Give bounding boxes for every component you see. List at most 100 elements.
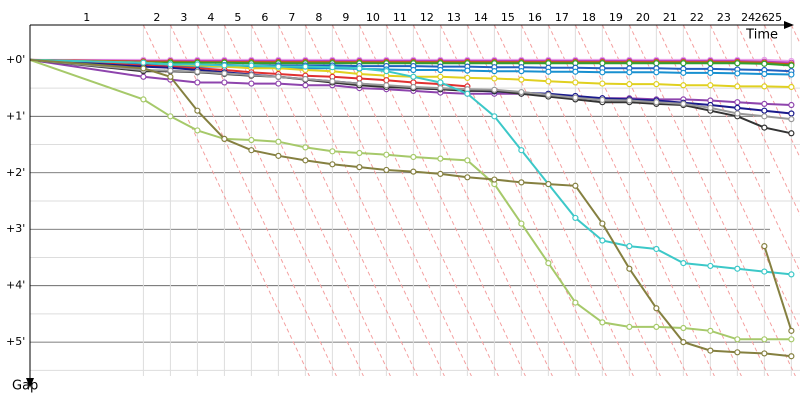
data-point [572, 79, 579, 86]
data-point [221, 79, 228, 86]
series-line [30, 58, 792, 64]
data-point [572, 94, 579, 101]
reference-diagonal [142, 25, 310, 376]
reference-diagonal [520, 25, 688, 376]
data-point [599, 220, 606, 227]
data-point [491, 113, 498, 120]
data-point [680, 69, 687, 76]
y-axis-title: Gap [12, 379, 38, 394]
reference-diagonal [709, 25, 800, 216]
data-point [680, 100, 687, 108]
data-point [734, 70, 741, 77]
data-point [248, 80, 255, 87]
data-point [680, 259, 687, 267]
y-tick-label: +5' [6, 335, 25, 348]
data-point [572, 68, 579, 75]
reference-diagonal [547, 25, 715, 376]
x-tick-label: 9 [342, 11, 349, 24]
reference-diagonal [358, 25, 526, 376]
data-point [437, 84, 444, 92]
data-point [275, 138, 282, 145]
x-tick-label: 7 [288, 11, 295, 24]
data-point [194, 107, 201, 114]
data-point [167, 113, 174, 120]
data-point [626, 97, 633, 104]
x-tick-label: 10 [366, 11, 380, 24]
data-point [275, 73, 282, 80]
data-point [626, 81, 633, 88]
data-point [302, 75, 309, 83]
data-point [221, 135, 228, 143]
x-tick-label: 2 [153, 11, 160, 24]
data-point [410, 168, 417, 175]
data-point [356, 65, 363, 72]
reference-diagonal [331, 25, 499, 376]
data-point [653, 245, 660, 253]
reference-lines [142, 25, 800, 376]
data-point [626, 60, 633, 67]
data-point [194, 79, 201, 86]
data-point [248, 147, 255, 154]
data-point [383, 77, 390, 84]
data-point [653, 99, 660, 106]
y-tick-label: +1' [6, 109, 25, 122]
series-line [30, 58, 792, 88]
data-point [545, 78, 552, 85]
data-point [545, 259, 552, 267]
data-point [491, 86, 498, 93]
reference-diagonal [385, 25, 553, 376]
data-point [383, 82, 390, 89]
data-point [761, 350, 768, 357]
data-point [194, 127, 201, 134]
x-tick-label: 15 [501, 11, 515, 24]
data-point [545, 180, 552, 188]
data-point [761, 83, 768, 90]
plot-area [30, 56, 795, 360]
data-point [383, 166, 390, 174]
data-point [734, 110, 741, 117]
data-point [680, 60, 687, 67]
data-point [410, 153, 417, 161]
data-point [788, 327, 795, 334]
data-point [167, 67, 174, 74]
y-tick-label: +0' [6, 53, 25, 66]
x-tick-label: 20 [636, 11, 650, 24]
reference-diagonal [439, 25, 607, 376]
x-tick-label: 5 [234, 11, 241, 24]
data-point [167, 73, 174, 80]
data-point [707, 69, 714, 76]
data-point [464, 74, 471, 82]
data-point [518, 76, 525, 83]
reference-diagonal [196, 25, 364, 376]
data-point [491, 176, 498, 183]
series-line [30, 58, 792, 67]
data-point [140, 65, 147, 72]
data-point [464, 90, 471, 97]
data-point [788, 71, 795, 78]
data-point [599, 80, 606, 87]
reference-diagonal [466, 25, 634, 376]
data-point [707, 262, 714, 270]
data-point [248, 136, 255, 144]
data-point [707, 347, 714, 354]
reference-diagonal [277, 25, 445, 376]
data-point [734, 83, 741, 90]
data-point [491, 75, 498, 82]
data-point [761, 60, 768, 67]
data-point [572, 182, 579, 189]
data-point [761, 100, 768, 108]
x-axis-title: Time [745, 28, 778, 43]
data-point [734, 336, 741, 343]
data-point [734, 99, 741, 106]
x-tick-label: 26 [755, 11, 769, 24]
series-line [30, 58, 792, 276]
y-tick-label: +2' [6, 166, 25, 179]
data-point [599, 237, 606, 244]
data-point [329, 78, 336, 85]
data-point [680, 324, 687, 332]
data-point [248, 72, 255, 79]
series-line [30, 58, 468, 88]
x-tick-label: 6 [261, 11, 268, 24]
data-point [545, 91, 552, 98]
data-point [788, 353, 795, 360]
